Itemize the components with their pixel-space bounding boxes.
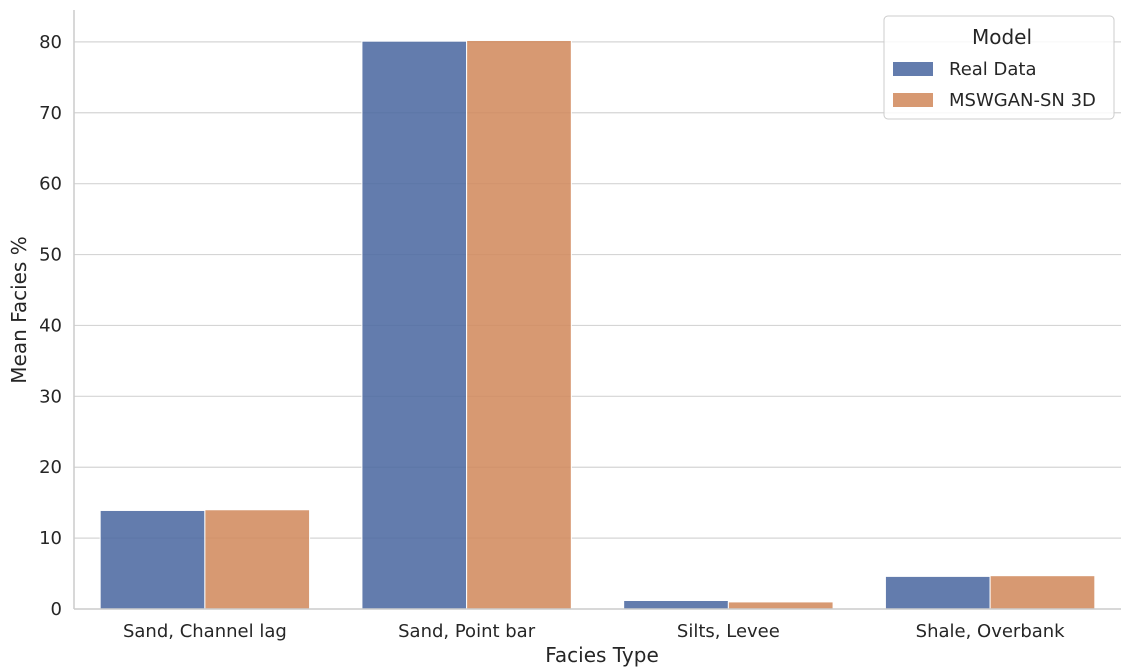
legend-title: Model	[972, 25, 1032, 49]
bar	[727, 601, 834, 610]
y-tick-label: 50	[39, 245, 62, 266]
y-tick-label: 70	[39, 103, 62, 124]
legend: Model Real Data MSWGAN-SN 3D	[883, 15, 1115, 120]
x-tick-label: Shale, Overbank	[916, 621, 1066, 642]
y-tick-label: 30	[39, 386, 62, 407]
x-tick-label: Sand, Channel lag	[123, 621, 287, 642]
axes	[73, 10, 1121, 610]
bar	[466, 39, 572, 610]
grid-lines	[74, 41, 1121, 539]
y-tick-label: 20	[39, 457, 62, 478]
y-axis-title: Mean Facies %	[7, 236, 31, 383]
bar	[884, 575, 991, 610]
y-tick-label: 80	[39, 32, 62, 53]
x-axis-title: Facies Type	[545, 643, 659, 667]
x-tick-labels: Sand, Channel lag Sand, Point bar Silts, L…	[123, 621, 1065, 642]
y-tick-label: 10	[39, 528, 62, 549]
bar	[99, 509, 206, 610]
bar	[623, 599, 729, 610]
y-tick-label: 0	[51, 599, 62, 620]
legend-swatch	[893, 93, 933, 107]
bars	[99, 39, 1096, 610]
bar	[361, 40, 468, 610]
bar	[204, 509, 311, 610]
y-tick-label: 40	[39, 315, 62, 336]
legend-label: Real Data	[949, 59, 1037, 80]
y-tick-label: 60	[39, 174, 62, 195]
legend-label: MSWGAN-SN 3D	[949, 90, 1096, 111]
x-tick-label: Sand, Point bar	[398, 621, 536, 642]
y-tick-labels: 0 10 20 30 40 50 60 70 80	[39, 32, 62, 620]
bar	[989, 575, 1096, 610]
legend-box	[883, 15, 1115, 120]
legend-swatch	[893, 62, 933, 76]
x-tick-label: Silts, Levee	[677, 621, 780, 642]
